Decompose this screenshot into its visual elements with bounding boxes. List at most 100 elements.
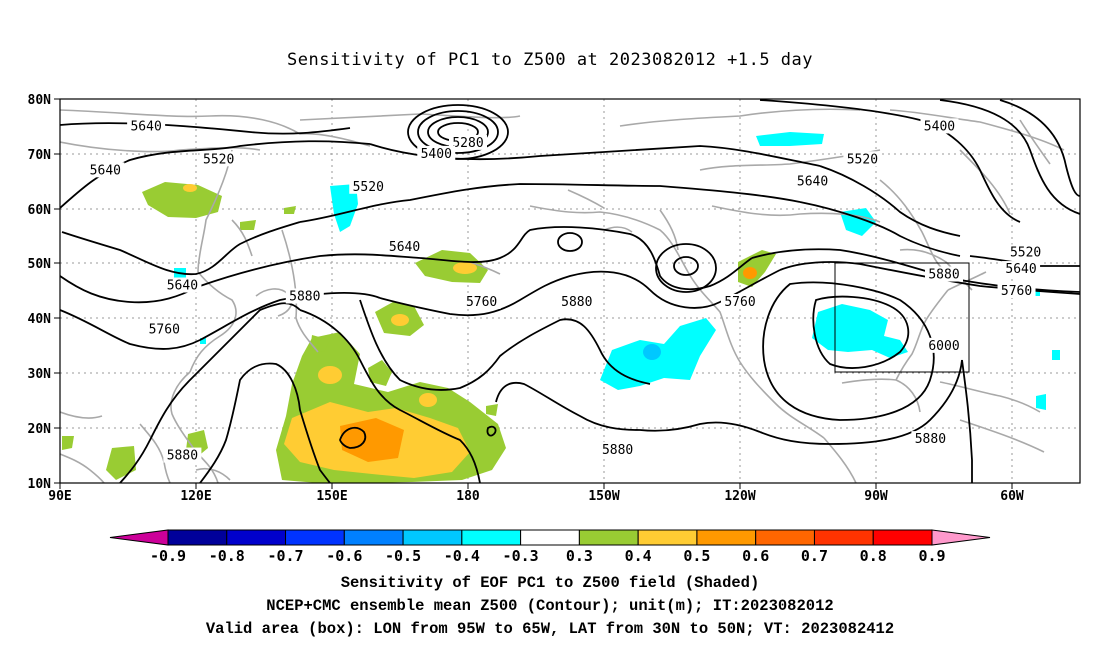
colorbar-label: -0.6: [326, 547, 362, 565]
contour-label: 6000: [925, 337, 963, 354]
contour-label: 5640: [86, 162, 125, 178]
contour-label-text: 5880: [167, 449, 198, 464]
contour-label-bg: [911, 431, 950, 447]
colorbar-label: 0.3: [566, 547, 593, 565]
shade-positive-region: [106, 446, 136, 480]
colorbar-segment: [637, 529, 698, 546]
contour-label: 5880: [911, 431, 950, 447]
shade-positive-region: [340, 418, 404, 462]
lon-label: 180: [456, 489, 480, 504]
lon-label: 90W: [864, 489, 888, 504]
lon-label: 150W: [588, 489, 619, 504]
contour-label-bg: [920, 118, 959, 134]
contour-label-text: 5640: [130, 119, 161, 134]
colorbar-segment: [578, 529, 639, 546]
colorbar-segment: [226, 529, 287, 546]
coastlines: [60, 108, 1065, 483]
contour-label-text: 5520: [203, 152, 234, 167]
contour-label-text: 5640: [1005, 262, 1036, 277]
contour-label: 5880: [598, 442, 637, 458]
lat-label: 10N: [28, 477, 52, 492]
colorbar-labels: -0.9 -0.8 -0.7 -0.6 -0.5 -0.4 -0.3 0.3 0.4 0.5 0.6…: [150, 547, 946, 565]
caption-contour: NCEP+CMC ensemble mean Z500 (Contour); u…: [266, 597, 834, 615]
contour-label-bg: [997, 283, 1036, 298]
axis-ticks: [54, 98, 1013, 489]
colorbar: [109, 529, 991, 546]
lon-label: 120E: [180, 489, 211, 504]
lat-label: 60N: [28, 203, 52, 218]
colorbar-segment: [520, 529, 580, 546]
contour-label-bg: [462, 293, 501, 309]
caption-valid-area: Valid area (box): LON from 95W to 65W, L…: [205, 620, 895, 638]
colorbar-max-arrow: [931, 529, 991, 546]
lat-label: 80N: [28, 93, 52, 108]
contour-label-bg: [1002, 261, 1041, 277]
lat-label: 50N: [28, 257, 52, 272]
colorbar-segment: [402, 529, 463, 546]
shade-positive-region: [368, 360, 392, 386]
contour-label: 5880: [163, 447, 202, 464]
shade-positive-core: [743, 267, 757, 279]
contour-label-text: 5880: [602, 443, 633, 458]
contour-label: 5760: [462, 293, 501, 310]
colorbar-segment: [872, 529, 933, 546]
contour-label-text: 5640: [797, 174, 828, 189]
contour-label: 5760: [997, 283, 1036, 299]
contour-label: 5640: [1002, 261, 1041, 277]
contour-label-text: 5880: [289, 289, 320, 304]
colorbar-segment: [167, 529, 228, 546]
contour-label: 5520: [349, 178, 388, 195]
valid-area-box: [834, 262, 970, 373]
longitude-labels: 90E 120E 150E 180 150W 120W 90W 60W: [48, 489, 1024, 504]
map-title: Sensitivity of PC1 to Z500 at 2023082012…: [286, 50, 813, 70]
contour-label-text: 5760: [466, 295, 497, 310]
contour-label-bg: [925, 266, 963, 282]
contour-label-bg: [417, 145, 456, 161]
contour-label-bg: [127, 118, 166, 134]
shade-negative-region: [1036, 394, 1046, 410]
contour-label: 5880: [925, 266, 963, 283]
lon-label: 120W: [724, 489, 755, 504]
contour-label-text: 5760: [1001, 284, 1032, 299]
contour-labels: 5640564055205280540055205400552056405640…: [86, 118, 1045, 464]
contour-label: 5880: [285, 288, 324, 304]
shade-positive-region: [486, 404, 498, 416]
contour-label-text: 5760: [149, 322, 180, 337]
contour-label-bg: [86, 162, 125, 178]
contour-label: 5640: [793, 173, 832, 189]
lat-label: 70N: [28, 148, 52, 163]
contour-label-text: 5400: [924, 119, 955, 134]
contour-label: 5640: [163, 277, 202, 294]
contour-label-bg: [145, 321, 184, 337]
contour-label-bg: [793, 173, 832, 189]
contour-label-bg: [925, 337, 963, 353]
plot-frame: [59, 98, 1081, 484]
contour-label-bg: [163, 447, 202, 463]
contour-label-bg: [163, 277, 202, 293]
colorbar-label: -0.8: [209, 547, 245, 565]
colorbar-label: 0.9: [918, 547, 945, 565]
shade-positive-core: [318, 366, 342, 384]
colorbar-label: 0.8: [860, 547, 887, 565]
sensitivity-shading: [62, 132, 1060, 483]
colorbar-label: -0.4: [444, 547, 480, 565]
colorbar-label: -0.7: [267, 547, 303, 565]
shade-negative-region: [330, 184, 358, 232]
contour-label-bg: [285, 288, 324, 304]
contour-label: 5760: [145, 321, 184, 337]
colorbar-segment: [343, 529, 404, 546]
contour-label: 5520: [843, 151, 882, 167]
shade-positive-core: [391, 314, 409, 326]
contour-label-text: 5520: [353, 180, 384, 195]
shade-negative-region: [1052, 350, 1060, 360]
colorbar-min-arrow: [109, 529, 169, 546]
contour-label-bg: [557, 293, 596, 309]
colorbar-label: 0.4: [625, 547, 652, 565]
shade-negative-region: [812, 304, 908, 358]
lat-label: 20N: [28, 422, 52, 437]
contour-label-text: 5640: [389, 240, 420, 255]
colorbar-label: -0.3: [503, 547, 539, 565]
contour-label-text: 6000: [928, 339, 959, 354]
contour-label: 5400: [417, 145, 456, 162]
